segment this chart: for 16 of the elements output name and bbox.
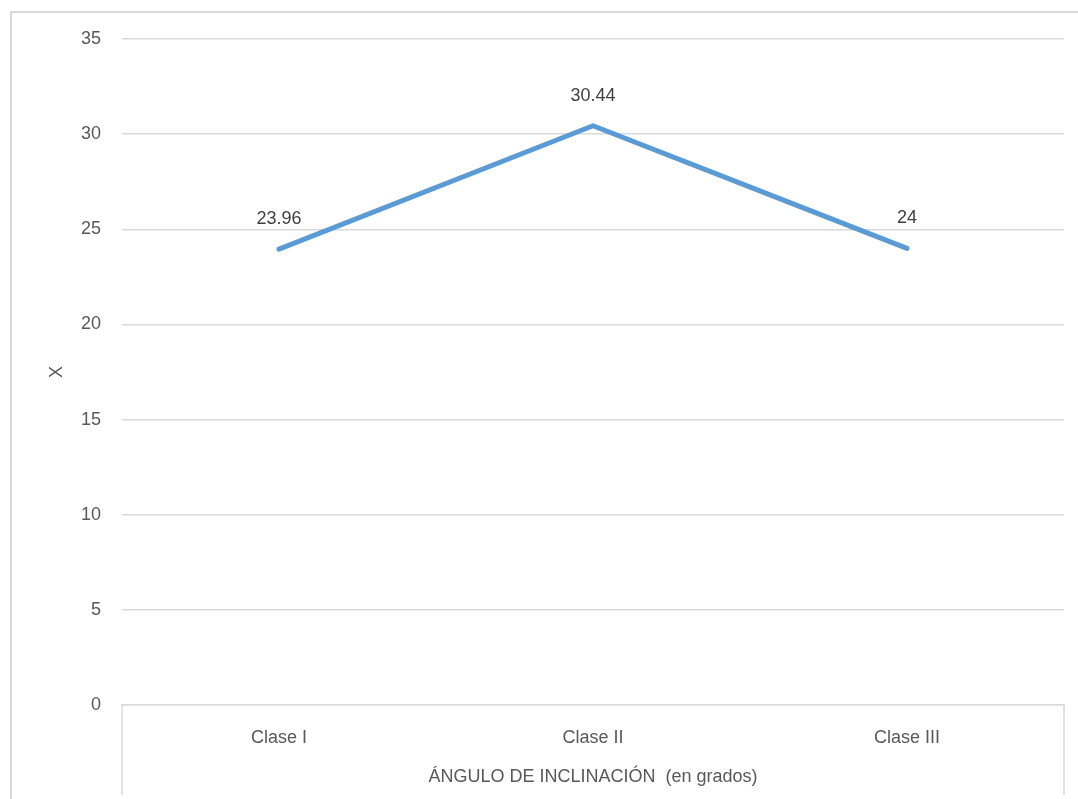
y-tick-label: 0	[90, 693, 101, 714]
y-tick-label: 15	[80, 408, 101, 429]
y-tick-label: 30	[80, 123, 101, 144]
x-tick-label: Clase II	[562, 726, 624, 747]
y-tick-label: 35	[80, 27, 101, 48]
x-tick-label: Clase III	[873, 726, 941, 747]
data-label: 24	[896, 207, 918, 228]
y-axis-title: X	[45, 365, 66, 379]
data-label: 30.44	[570, 84, 616, 105]
data-label: 23.96	[256, 208, 302, 229]
y-tick-label: 20	[80, 313, 101, 334]
y-tick-label: 25	[80, 218, 101, 239]
x-tick-label: Clase I	[250, 726, 308, 747]
y-tick-label: 10	[80, 503, 101, 524]
x-axis-title: ÁNGULO DE INCLINACIÓN (en grados)	[428, 765, 758, 787]
y-tick-label: 5	[90, 598, 101, 619]
